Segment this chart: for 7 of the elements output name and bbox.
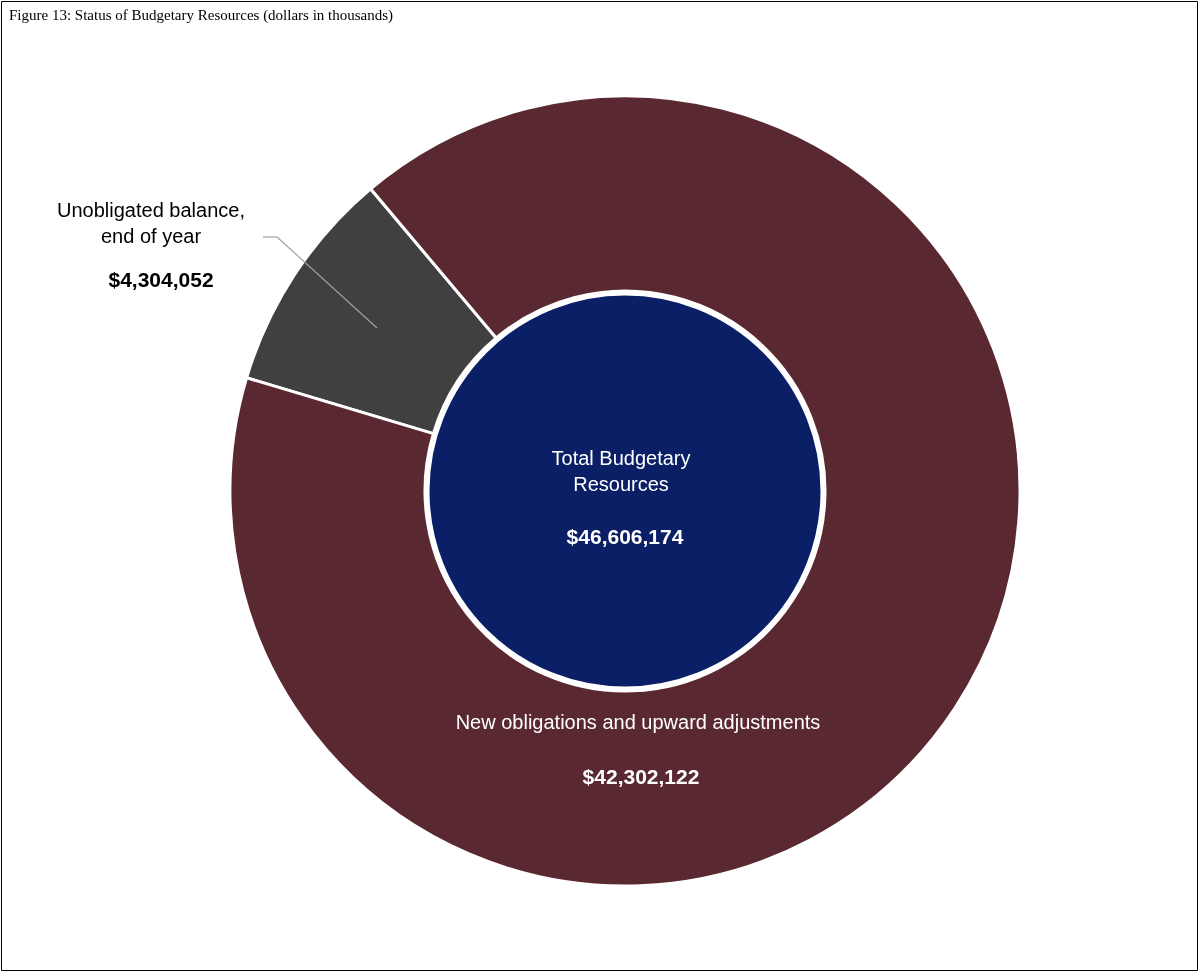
- chart-title: Figure 13: Status of Budgetary Resources (dollars in thousands): [9, 7, 394, 24]
- data-label: $42,302,122: [582, 765, 700, 788]
- slice-label: New obligations and upward adjustments: [455, 711, 821, 733]
- data-label: $4,304,052: [108, 268, 214, 291]
- slice-label: Unobligated balance, end of year: [57, 199, 245, 247]
- text: $46,606,174: [566, 525, 684, 548]
- text: Total Budgetary Resources: [551, 447, 691, 495]
